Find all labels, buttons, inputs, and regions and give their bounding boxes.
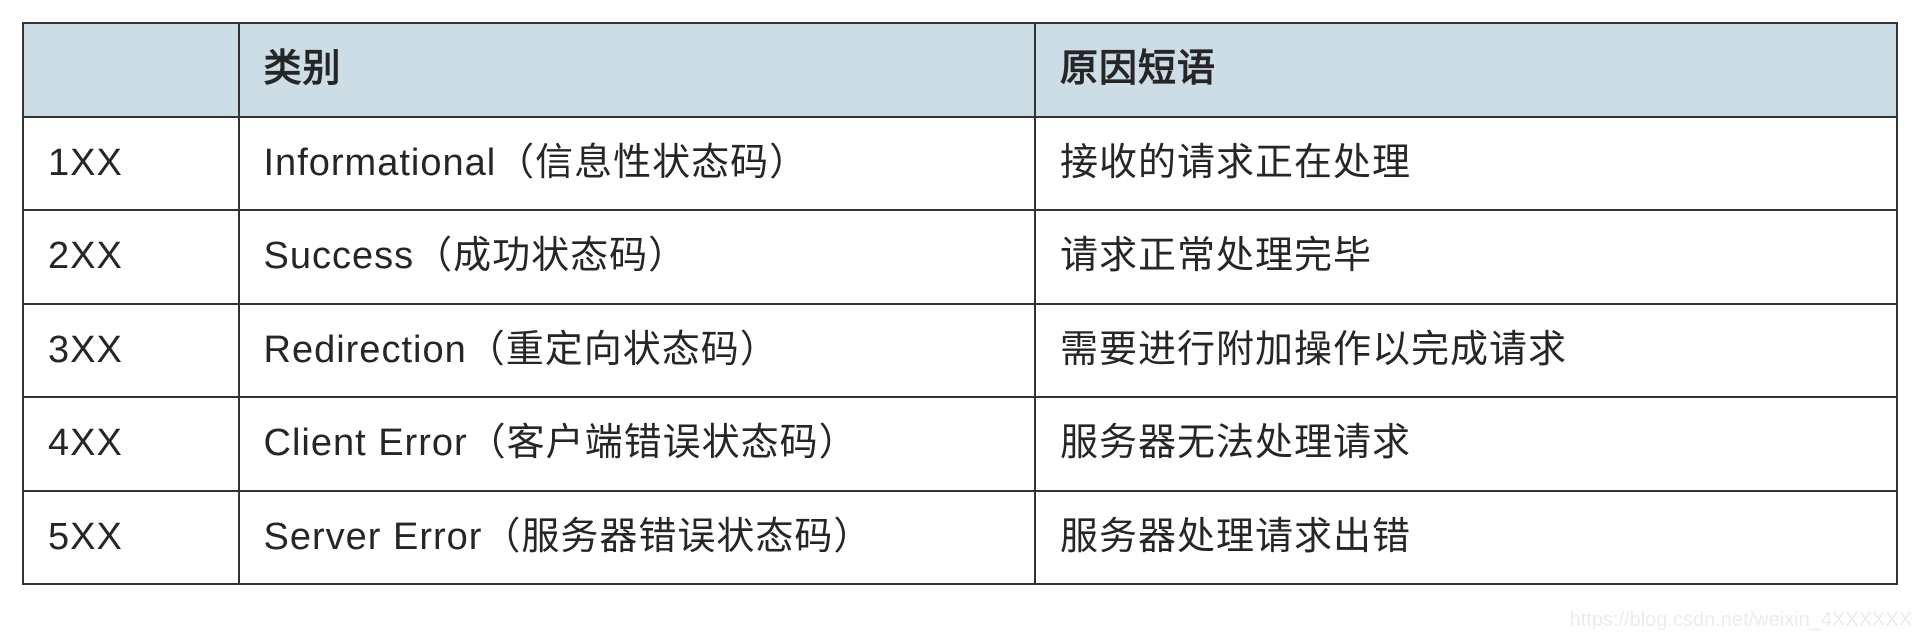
table-row: 2XX Success（成功状态码） 请求正常处理完毕 <box>23 210 1897 304</box>
header-category: 类别 <box>239 23 1035 117</box>
status-code-table: 类别 原因短语 1XX Informational（信息性状态码） 接收的请求正… <box>22 22 1898 585</box>
cell-category: Success（成功状态码） <box>239 210 1035 304</box>
cell-code: 4XX <box>23 397 239 491</box>
cell-reason: 请求正常处理完毕 <box>1035 210 1897 304</box>
table-container: 类别 原因短语 1XX Informational（信息性状态码） 接收的请求正… <box>0 0 1920 597</box>
cell-category: Server Error（服务器错误状态码） <box>239 491 1035 585</box>
cell-reason: 服务器无法处理请求 <box>1035 397 1897 491</box>
watermark-text: https://blog.csdn.net/weixin_4XXXXXX <box>1570 609 1912 632</box>
cell-category: Client Error（客户端错误状态码） <box>239 397 1035 491</box>
cell-reason: 接收的请求正在处理 <box>1035 117 1897 211</box>
cell-category: Informational（信息性状态码） <box>239 117 1035 211</box>
cell-category: Redirection（重定向状态码） <box>239 304 1035 398</box>
header-reason: 原因短语 <box>1035 23 1897 117</box>
table-header-row: 类别 原因短语 <box>23 23 1897 117</box>
cell-reason: 服务器处理请求出错 <box>1035 491 1897 585</box>
cell-code: 1XX <box>23 117 239 211</box>
header-code <box>23 23 239 117</box>
table-row: 5XX Server Error（服务器错误状态码） 服务器处理请求出错 <box>23 491 1897 585</box>
cell-code: 3XX <box>23 304 239 398</box>
table-row: 4XX Client Error（客户端错误状态码） 服务器无法处理请求 <box>23 397 1897 491</box>
cell-code: 2XX <box>23 210 239 304</box>
cell-code: 5XX <box>23 491 239 585</box>
table-row: 3XX Redirection（重定向状态码） 需要进行附加操作以完成请求 <box>23 304 1897 398</box>
table-row: 1XX Informational（信息性状态码） 接收的请求正在处理 <box>23 117 1897 211</box>
cell-reason: 需要进行附加操作以完成请求 <box>1035 304 1897 398</box>
